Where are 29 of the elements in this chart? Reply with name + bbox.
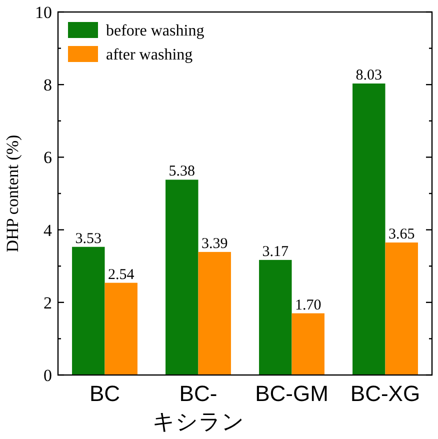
legend-label: before washing <box>106 22 204 40</box>
text: 5.38 <box>168 164 196 180</box>
text: 3.17 <box>262 244 289 260</box>
bar <box>72 246 105 375</box>
bar <box>385 242 418 375</box>
x-tick-label: BC-キシラン <box>152 381 244 434</box>
bar <box>166 180 198 375</box>
bar <box>292 313 324 375</box>
y-tick-label: 2 <box>44 293 52 312</box>
bar <box>259 260 292 375</box>
y-tick-label: 8 <box>44 76 52 95</box>
bar <box>352 84 386 375</box>
x-tick-label: BC-GM <box>255 381 328 406</box>
y-tick-label: 6 <box>44 148 52 168</box>
text: 1.70 <box>294 297 322 314</box>
x-tick-label: BC <box>89 381 120 406</box>
y-tick-label: 0 <box>44 366 52 385</box>
text: 3.65 <box>388 226 415 243</box>
legend-label: after washing <box>106 46 193 64</box>
y-tick-label: 4 <box>44 220 52 240</box>
bar <box>104 282 138 375</box>
text: 2.54 <box>108 266 134 283</box>
text: 3.39 <box>201 236 228 252</box>
bar <box>198 252 231 375</box>
y-tick-label: 10 <box>35 2 52 22</box>
text: 8.03 <box>356 68 382 84</box>
text: 3.53 <box>75 230 102 247</box>
x-tick-label: BC-XG <box>350 381 420 406</box>
y-axis-title: DHP content (%) <box>3 134 22 252</box>
